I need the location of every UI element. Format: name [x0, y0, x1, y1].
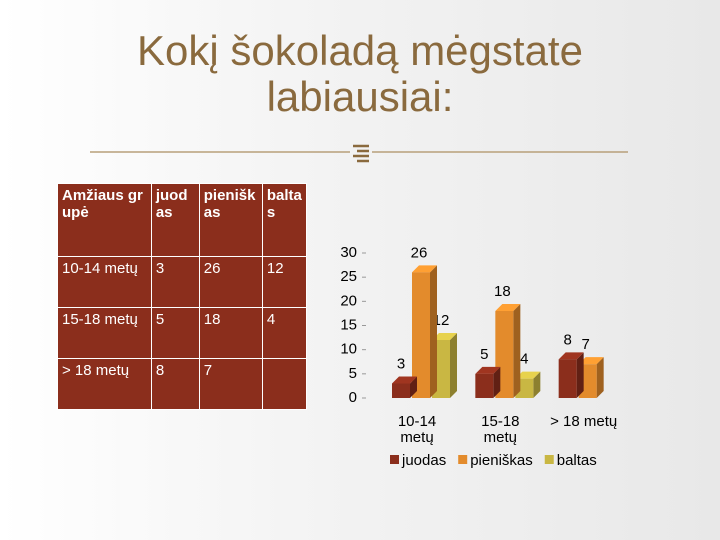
- bar: [412, 265, 437, 398]
- table-row: > 18 metų 8 7: [57, 358, 308, 410]
- cell: 12: [261, 256, 308, 308]
- cell: 15-18 metų: [57, 307, 152, 359]
- header-cell: baltas: [261, 183, 308, 257]
- header-cell: juodas: [150, 183, 200, 257]
- header-cell: pieniškas: [198, 183, 263, 257]
- cell: 5: [150, 307, 200, 359]
- y-tick-label: 15: [340, 316, 357, 333]
- value-label: 5: [480, 346, 488, 363]
- legend-label: juodas: [401, 452, 446, 469]
- value-label: 3: [397, 355, 405, 372]
- cell: 4: [261, 307, 308, 359]
- legend-swatch: [390, 455, 399, 464]
- x-tick-label: 15-18 metų: [481, 413, 520, 446]
- value-label: 26: [411, 244, 428, 261]
- legend-swatch: [544, 455, 554, 464]
- value-label: 7: [581, 336, 589, 353]
- table-row: 15-18 metų 5 18 4: [57, 307, 308, 359]
- data-table: Amžiaus grupė juodas pieniškas baltas 10-14…: [57, 183, 308, 410]
- y-tick-label: 25: [340, 268, 357, 285]
- legend-label: baltas: [557, 452, 597, 469]
- header-cell: Amžiaus grupė: [57, 183, 152, 257]
- cell: > 18 metų: [57, 358, 152, 410]
- y-tick-label: 5: [349, 365, 357, 382]
- y-tick-label: 10: [340, 341, 357, 358]
- legend-swatch: [458, 455, 468, 464]
- title: Kokį šokoladą mėgstate labiausiai:: [137, 27, 583, 120]
- value-label: 4: [520, 351, 528, 368]
- bar: [475, 366, 501, 398]
- cell: 10-14 metų: [57, 256, 152, 308]
- bar: [392, 376, 417, 398]
- y-tick-label: 20: [340, 292, 357, 309]
- bar: [578, 357, 604, 398]
- x-tick-label: > 18 metų: [550, 413, 618, 430]
- value-label: 18: [494, 283, 511, 300]
- y-tick-label: 0: [349, 389, 357, 406]
- cell: 18: [198, 307, 263, 359]
- value-label: 8: [563, 331, 571, 348]
- cell: 26: [198, 256, 263, 308]
- table-row: 10-14 metų 3 26 12: [57, 256, 308, 308]
- y-tick-label: 30: [340, 244, 357, 261]
- legend-label: pieniškas: [470, 452, 533, 469]
- bar: [558, 352, 584, 398]
- cell: 3: [150, 256, 200, 308]
- x-tick-label: 10-14 metų: [397, 413, 437, 446]
- cell: 7: [198, 358, 263, 410]
- cell: [261, 358, 308, 410]
